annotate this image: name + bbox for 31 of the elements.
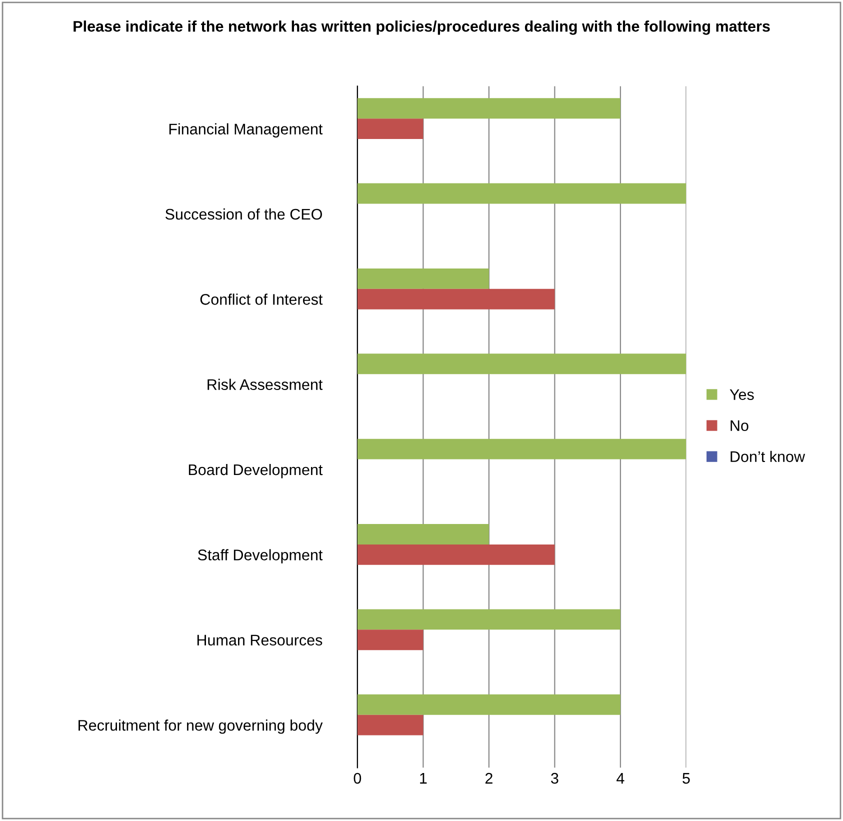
- legend-label: Don’t know: [730, 450, 806, 462]
- bar: [357, 694, 620, 715]
- bar: [357, 630, 424, 650]
- bar: [357, 544, 555, 565]
- bar: [357, 714, 424, 736]
- bar: [357, 268, 489, 289]
- bar: [357, 354, 686, 374]
- y-tick-label: Conflict of Interest: [200, 294, 323, 305]
- x-tick-label: 4: [616, 773, 624, 784]
- y-tick-label: Human Resources: [197, 634, 322, 646]
- y-tick-label: Board Development: [188, 464, 323, 478]
- bar: [357, 98, 620, 119]
- bar: [357, 524, 489, 544]
- y-tick-label: Staff Development: [198, 549, 323, 564]
- y-tick-label: Succession of the CEO: [165, 208, 322, 220]
- chart-title: Please indicate if the network has written policies/procedures dealing with the following matters: [74, 20, 770, 35]
- y-tick-label: Risk Assessment: [208, 378, 323, 390]
- x-tick-label: 1: [420, 773, 427, 784]
- bar: [357, 118, 424, 140]
- bar: [357, 288, 555, 310]
- bar: [357, 438, 686, 460]
- bar: [357, 183, 686, 204]
- legend-label: Yes: [730, 389, 754, 400]
- x-tick-label: 3: [551, 772, 558, 784]
- x-tick-label: 5: [682, 773, 690, 784]
- legend-label: No: [730, 420, 748, 432]
- y-tick-label: Recruitment for new governing body: [78, 720, 323, 734]
- y-tick-label: Financial Management: [169, 123, 323, 138]
- x-tick-label: 2: [485, 772, 492, 784]
- bar: [357, 609, 620, 630]
- x-tick-label: 0: [354, 772, 362, 784]
